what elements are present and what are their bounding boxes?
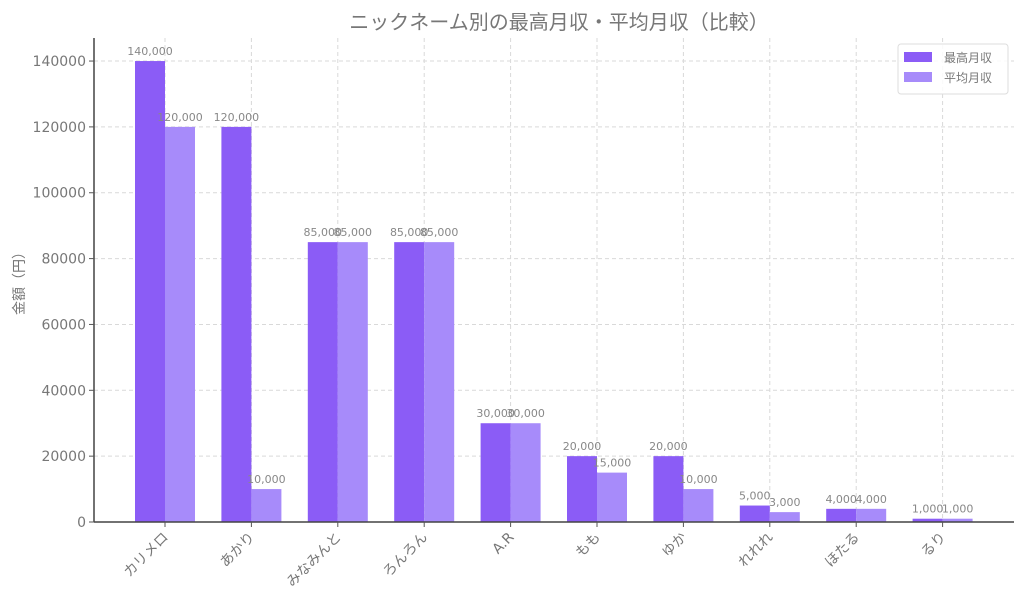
- bar-max: [567, 456, 597, 522]
- bar-avg: [510, 423, 541, 522]
- legend-label: 平均月収: [944, 71, 992, 85]
- data-label: 30,000: [476, 407, 515, 420]
- x-tick-label: ろんろん: [380, 530, 431, 581]
- bar-avg: [856, 508, 887, 522]
- data-label: 10,000: [679, 473, 718, 486]
- bar-avg: [165, 126, 195, 523]
- data-label: 1,000: [912, 503, 944, 516]
- x-tick-label: れれれ: [736, 530, 777, 571]
- data-label: 3,000: [769, 496, 801, 509]
- data-label: 10,000: [247, 473, 286, 486]
- x-axis-ticks: カリメロ あかり みなみんと ろんろん A.R もも ゆか れれれ ほたる るり: [121, 522, 949, 591]
- x-tick-label: ゆか: [659, 530, 690, 561]
- data-label: 4,000: [825, 493, 857, 506]
- bar-max: [739, 505, 770, 522]
- data-label: 5,000: [739, 490, 771, 503]
- data-label: 4,000: [855, 493, 887, 506]
- grid-lines: [94, 38, 1014, 522]
- x-tick-label: もも: [573, 530, 604, 561]
- x-tick-label: A.R: [489, 529, 517, 557]
- bar-max: [307, 242, 338, 522]
- data-label: 140,000: [127, 45, 173, 58]
- data-label: 120,000: [214, 111, 260, 124]
- bar-max: [912, 518, 943, 522]
- x-tick-label: カリメロ: [121, 530, 172, 581]
- data-label: 15,000: [593, 457, 632, 470]
- x-tick-label: るり: [918, 530, 949, 561]
- bar-avg: [424, 242, 455, 522]
- bar-max: [480, 423, 511, 522]
- x-tick-label: みなみんと: [284, 530, 345, 591]
- y-tick-label: 20000: [41, 449, 86, 465]
- y-tick-label: 120000: [33, 120, 86, 136]
- legend-label: 最高月収: [944, 50, 992, 65]
- bar-max: [135, 61, 165, 523]
- bar-avg: [597, 472, 627, 522]
- bar-max: [394, 242, 425, 522]
- data-label: 85,000: [420, 226, 459, 239]
- legend-swatch: [904, 52, 932, 62]
- y-tick-label: 0: [77, 515, 86, 531]
- y-tick-label: 80000: [41, 252, 86, 268]
- y-tick-label: 140000: [33, 54, 86, 70]
- data-label: 20,000: [649, 440, 688, 453]
- data-label: 30,000: [506, 407, 545, 420]
- data-label: 120,000: [157, 111, 203, 124]
- y-tick-label: 100000: [33, 186, 86, 202]
- bars: [135, 61, 973, 523]
- bar-avg: [683, 489, 714, 522]
- data-label: 85,000: [334, 226, 373, 239]
- bar-avg: [251, 489, 282, 522]
- data-label: 85,000: [304, 226, 343, 239]
- bar-avg: [942, 518, 973, 522]
- y-axis-label: 金額（円）: [12, 245, 28, 315]
- data-label: 85,000: [390, 226, 429, 239]
- x-tick-label: ほたる: [822, 530, 863, 571]
- data-label: 1,000: [942, 503, 974, 516]
- bar-max: [826, 508, 857, 522]
- y-tick-label: 40000: [41, 383, 86, 399]
- chart-title: ニックネーム別の最高月収・平均月収（比較）: [349, 10, 768, 34]
- y-tick-label: 60000: [41, 317, 86, 333]
- legend-swatch: [904, 72, 932, 82]
- bar-avg: [769, 512, 800, 522]
- axes: [93, 38, 1014, 523]
- bar-max: [221, 126, 252, 523]
- y-axis-ticks: 0 20000 40000 60000 80000 100000 120000 140000: [33, 54, 94, 531]
- x-tick-label: あかり: [217, 530, 258, 571]
- bar-max: [653, 456, 684, 522]
- bar-avg: [337, 242, 368, 522]
- data-label: 20,000: [563, 440, 602, 453]
